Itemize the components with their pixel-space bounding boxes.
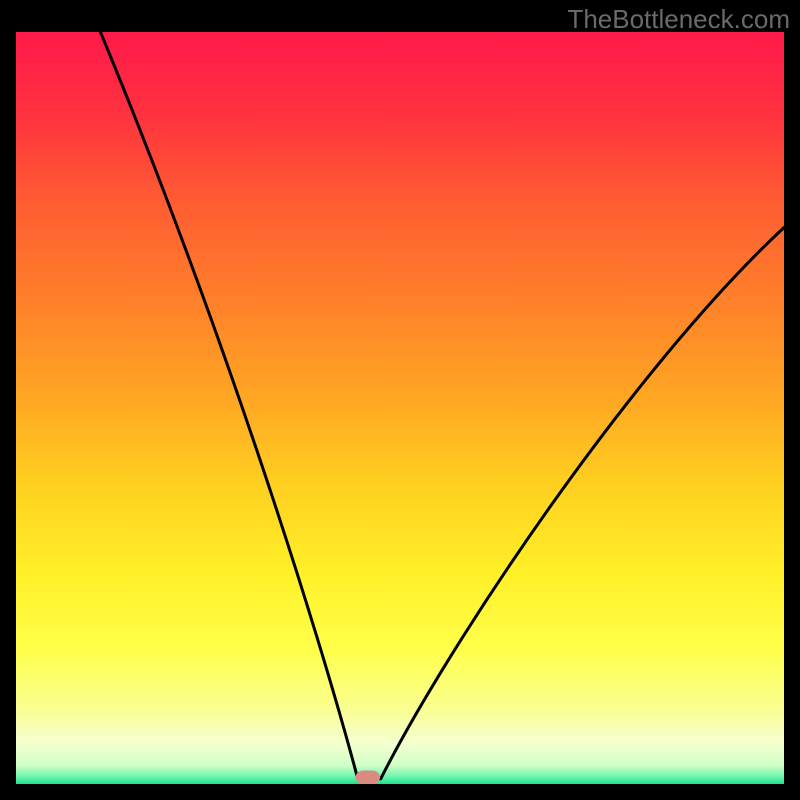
- plot-area: [16, 32, 784, 784]
- bottleneck-curve: [100, 32, 784, 779]
- vertex-marker: [355, 770, 380, 784]
- watermark-text: TheBottleneck.com: [567, 4, 790, 35]
- chart-frame: TheBottleneck.com: [0, 0, 800, 800]
- bottleneck-curve-svg: [16, 32, 784, 784]
